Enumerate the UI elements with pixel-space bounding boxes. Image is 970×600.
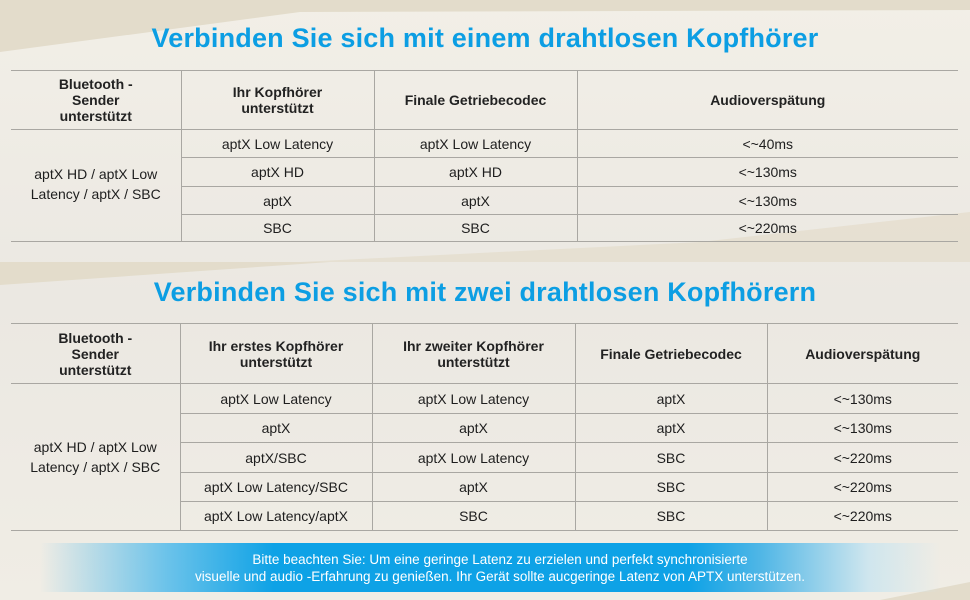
first-headphone-cell: aptX Low Latency/SBC	[180, 472, 373, 502]
note-banner: Bitte beachten Sie: Um eine geringe Late…	[40, 543, 940, 592]
header-latency: Audioverspätung	[766, 323, 958, 384]
table-row: aptX Low Latency/SBC aptX SBC <~220ms	[11, 472, 958, 502]
note-line-1: Bitte beachten Sie: Um eine geringe Late…	[252, 551, 748, 567]
codec-cell: aptX Low Latency	[373, 129, 578, 158]
headphone-cell: aptX	[181, 186, 375, 215]
second-headphone-cell: aptX Low Latency	[371, 442, 576, 473]
headphone-cell: aptX Low Latency	[180, 129, 375, 158]
first-headphone-cell: aptX/SBC	[180, 442, 373, 473]
codec-cell: aptX HD	[373, 157, 578, 187]
header-transmitter: Bluetooth -Sender unterstützt	[11, 323, 181, 384]
codec-cell: SBC	[574, 442, 768, 473]
table-row: aptX aptX <~130ms	[11, 186, 958, 215]
two-headphones-table: Bluetooth -Sender unterstützt Ihr erstes…	[11, 323, 958, 531]
table-row: aptX HD aptX HD <~130ms	[11, 157, 958, 187]
codec-cell: SBC	[574, 501, 768, 531]
table-header-row: Bluetooth -Sender unterstützt Ihr erstes…	[11, 323, 958, 384]
table-row: aptX aptX aptX <~130ms	[11, 413, 958, 443]
second-headphone-cell: aptX	[371, 413, 576, 443]
codec-cell: SBC	[373, 214, 578, 242]
first-headphone-cell: aptX Low Latency	[179, 383, 373, 414]
table-header-row: Bluetooth -Sender unterstützt Ihr Kopfhö…	[11, 70, 958, 130]
section1-title: Verbinden Sie sich mit einem drahtlosen …	[151, 23, 819, 53]
first-headphone-cell: aptX	[180, 413, 373, 443]
latency-cell: <~130ms	[576, 157, 958, 187]
latency-cell: <~130ms	[766, 413, 958, 443]
second-headphone-cell: aptX Low Latency	[371, 383, 576, 414]
header-transmitter: Bluetooth -Sender unterstützt	[11, 70, 182, 130]
codec-cell: aptX	[574, 413, 768, 443]
codec-cell: aptX	[574, 383, 768, 414]
transmitter-support-cell: aptX HD / aptX Low Latency / aptX / SBC	[11, 383, 181, 531]
table-row: aptX/SBC aptX Low Latency SBC <~220ms	[11, 442, 958, 473]
first-headphone-cell: aptX Low Latency/aptX	[180, 501, 373, 531]
header-headphone: Ihr Kopfhörer unterstützt	[180, 70, 375, 130]
latency-cell: <~130ms	[766, 383, 958, 414]
codec-cell: aptX	[373, 186, 578, 215]
header-first-headphone: Ihr erstes Kopfhörer unterstützt	[179, 323, 373, 384]
header-second-headphone: Ihr zweiter Kopfhörer unterstützt	[371, 323, 576, 384]
headphone-cell: SBC	[181, 214, 375, 242]
transmitter-support-cell: aptX HD / aptX Low Latency / aptX / SBC	[11, 129, 182, 242]
codec-cell: SBC	[574, 472, 768, 502]
second-headphone-cell: aptX	[371, 472, 576, 502]
table-row: aptX Low Latency/aptX SBC SBC <~220ms	[11, 501, 958, 531]
header-codec: Finale Getriebecodec	[373, 70, 578, 130]
latency-cell: <~220ms	[766, 501, 958, 531]
table-row: aptX HD / aptX Low Latency / aptX / SBC …	[11, 129, 958, 242]
latency-cell: <~220ms	[766, 442, 958, 473]
table-row: SBC SBC <~220ms	[11, 214, 958, 242]
section2-title: Verbinden Sie sich mit zwei drahtlosen K…	[153, 277, 817, 307]
table-row: aptX HD / aptX Low Latency / aptX / SBC …	[11, 383, 958, 531]
single-headphone-table: Bluetooth -Sender unterstützt Ihr Kopfhö…	[11, 70, 958, 242]
header-latency: Audioverspätung	[576, 70, 958, 130]
note-line-2: visuelle und audio -Erfahrung zu genieße…	[194, 568, 806, 584]
headphone-cell: aptX HD	[181, 157, 375, 187]
latency-cell: <~220ms	[576, 214, 958, 242]
latency-cell: <~130ms	[576, 186, 958, 215]
latency-cell: <~40ms	[576, 129, 958, 158]
second-headphone-cell: SBC	[371, 501, 576, 531]
latency-cell: <~220ms	[766, 472, 958, 502]
header-codec: Finale Getriebecodec	[574, 323, 768, 384]
